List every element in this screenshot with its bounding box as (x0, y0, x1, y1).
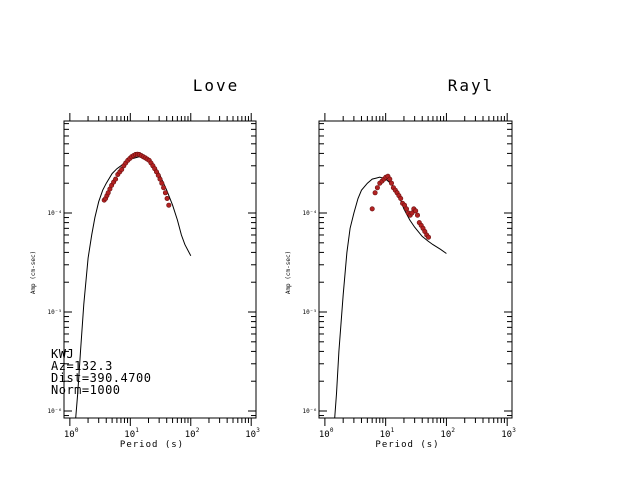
data-point (166, 202, 172, 208)
y-tick-label: 10⁻⁶ (48, 408, 62, 415)
data-point (425, 234, 431, 240)
x-tick-label-base: 10 (185, 430, 196, 440)
station-info-line: Az=132.3 (51, 359, 113, 373)
y-axis-label: Amp (cm-sec) (30, 251, 37, 294)
station-info-line: Dist=390.4700 (51, 371, 151, 385)
x-axis-ticks (324, 113, 508, 426)
data-point (372, 190, 378, 196)
data-point (409, 210, 415, 216)
y-axis-label: Amp (cm-sec) (285, 251, 292, 294)
x-tick-label-exponent: 1 (135, 427, 139, 434)
data-point (403, 206, 409, 212)
x-tick-label: 10 1 (380, 427, 395, 440)
x-tick-label: 10 2 (185, 427, 200, 440)
data-point (413, 208, 419, 214)
x-tick-label-base: 10 (319, 430, 330, 440)
data-point (159, 180, 165, 186)
x-tick-label: 10 1 (124, 427, 139, 440)
data-point (387, 176, 393, 182)
station-info-line: KWJ (51, 347, 74, 361)
y-tick-label: 10⁻⁵ (303, 309, 317, 316)
data-point (414, 212, 420, 218)
panel-title: Rayl (448, 76, 495, 95)
x-tick-label-exponent: 0 (75, 427, 79, 434)
data-point (374, 185, 380, 191)
data-point (398, 196, 404, 202)
x-tick-label-base: 10 (380, 430, 391, 440)
x-tick-label-base: 10 (124, 430, 135, 440)
data-point (161, 185, 167, 191)
x-tick-label-exponent: 2 (451, 427, 455, 434)
x-tick-label: 10 2 (440, 427, 455, 440)
x-tick-label: 10 0 (64, 427, 79, 440)
model-curve (334, 176, 447, 419)
x-tick-label-exponent: 0 (330, 427, 334, 434)
panel-title: Love (193, 76, 240, 95)
x-tick-label-base: 10 (64, 430, 75, 440)
data-point (157, 176, 163, 182)
x-tick-label-exponent: 1 (391, 427, 395, 434)
station-info-line: Norm=1000 (51, 383, 121, 397)
x-tick-label-base: 10 (440, 430, 451, 440)
y-tick-label: 10⁻⁵ (48, 309, 62, 316)
x-axis-label: Period (s) (375, 440, 439, 450)
y-axis-ticks (64, 123, 256, 417)
data-point (369, 206, 375, 212)
plot-frame (318, 120, 513, 419)
data-point (162, 190, 168, 196)
observed-points (101, 151, 172, 208)
plot-frame (63, 120, 257, 419)
x-tick-label-base: 10 (245, 430, 256, 440)
x-tick-label: 10 0 (319, 427, 334, 440)
data-point (388, 180, 394, 186)
x-tick-label-base: 10 (501, 430, 512, 440)
x-tick-label-exponent: 3 (256, 427, 260, 434)
x-tick-label: 10 3 (501, 427, 516, 440)
x-axis-label: Period (s) (120, 440, 184, 450)
x-axis-ticks (69, 113, 252, 426)
data-point (119, 167, 125, 173)
x-tick-label-exponent: 3 (512, 427, 516, 434)
y-axis-ticks (319, 123, 512, 417)
y-tick-label: 10⁻⁴ (48, 210, 62, 217)
y-tick-label: 10⁻⁴ (303, 210, 317, 217)
x-tick-label-exponent: 2 (196, 427, 200, 434)
data-point (113, 176, 119, 182)
x-tick-label: 10 3 (245, 427, 260, 440)
data-point (164, 196, 170, 202)
y-tick-label: 10⁻⁶ (303, 408, 317, 415)
observed-points (369, 173, 431, 240)
